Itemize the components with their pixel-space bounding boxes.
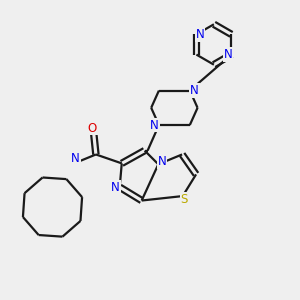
- Text: N: N: [224, 48, 232, 61]
- Text: N: N: [158, 155, 166, 168]
- Text: N: N: [71, 152, 80, 165]
- Text: N: N: [111, 181, 120, 194]
- Text: N: N: [196, 28, 204, 41]
- Text: S: S: [181, 193, 188, 206]
- Text: N: N: [150, 118, 159, 131]
- Text: O: O: [88, 122, 97, 134]
- Text: N: N: [190, 84, 199, 97]
